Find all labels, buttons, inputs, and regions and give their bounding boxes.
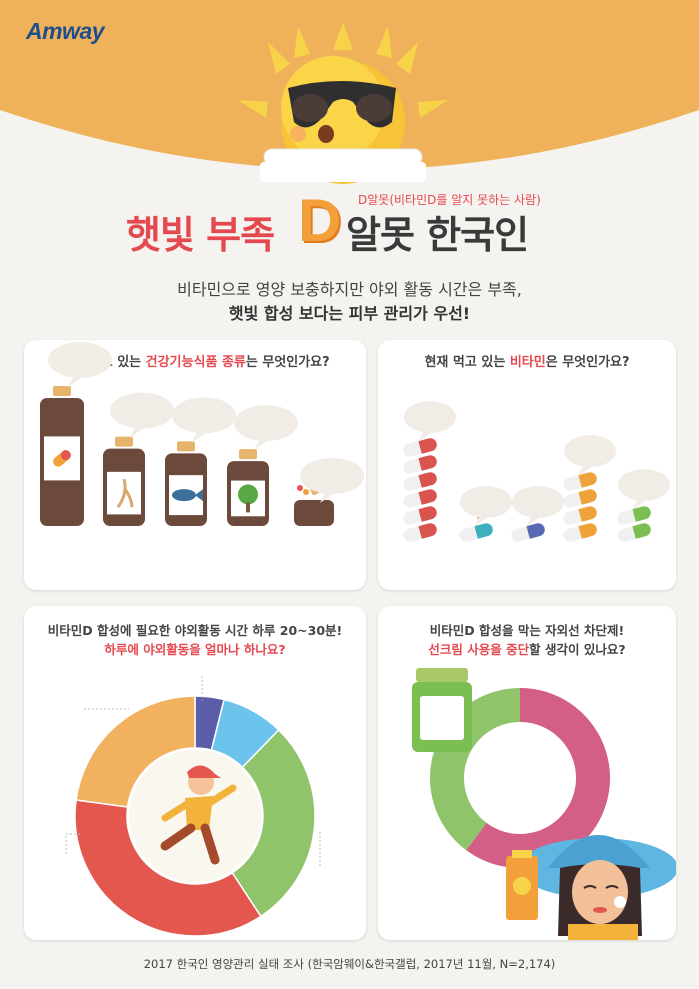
panel-outdoor-question-1: 비타민D 합성에 필요한 야외활동 시간 하루 20~30분! (47, 623, 343, 638)
pill-icon (563, 472, 597, 491)
subtitle-2: 햇빛 합성 보다는 피부 관리가 우선! (228, 304, 471, 323)
panel-outdoor: 비타민D 합성에 필요한 야외활동 시간 하루 20~30분! 하루에 야외활동… (24, 606, 366, 940)
title-d: D (298, 187, 342, 254)
pill-icon (403, 472, 437, 491)
panel-supplements: 현재 먹고 있는 건강기능식품 종류는 무엇인가요? (24, 340, 366, 590)
title-right: 알못 한국인 (346, 213, 529, 257)
vitamin-bar (403, 438, 437, 542)
pill-icon (563, 523, 597, 542)
footer-source: 2017 한국인 영양관리 실태 조사 (한국암웨이&한국갤럽, 2017년 1… (143, 957, 556, 971)
donut-slice (74, 799, 262, 937)
supplement-bar (103, 436, 145, 526)
value-bubble (172, 397, 236, 443)
vitamin-bar (459, 509, 493, 542)
supplement-bar (165, 441, 207, 526)
pill-icon (403, 455, 437, 474)
ginseng-icon (116, 478, 134, 508)
pill-icon (403, 438, 437, 457)
supplement-bar (227, 449, 269, 526)
title-left: 햇빛 부족 (126, 213, 275, 257)
woman-with-sunhat-icon (518, 835, 676, 940)
value-bubble (300, 457, 364, 503)
pill-icon (403, 489, 437, 508)
sunscreen-tube-icon (506, 850, 538, 920)
value-bubble (512, 486, 564, 527)
donut-slice (231, 728, 316, 918)
panel-sunscreen-question-2: 선크림 사용을 중단할 생각이 있나요? (428, 642, 626, 657)
runner-icon (160, 765, 237, 865)
panel-outdoor-question-2: 하루에 야외활동을 얼마나 하나요? (104, 642, 286, 657)
value-bubble (110, 392, 174, 438)
panel-vitamins: 현재 먹고 있는 비타민은 무엇인가요? (378, 340, 676, 590)
value-bubble (564, 435, 616, 476)
value-bubble (460, 486, 512, 527)
pill-icon (511, 523, 545, 542)
vitamins-chart (403, 401, 670, 542)
pill-icon (617, 506, 651, 525)
amway-logo: Amway (26, 18, 105, 44)
pill-icon (403, 506, 437, 525)
sun-mascot-icon (238, 22, 448, 184)
value-bubble (404, 401, 456, 442)
donut-slice (466, 688, 610, 868)
pill-icon (563, 506, 597, 525)
leader-lines (65, 676, 321, 868)
sunscreen-donut-chart (412, 668, 676, 940)
vitamin-bar (511, 523, 545, 542)
vitamin-d-jar-icon (412, 668, 472, 752)
value-bubble (48, 342, 112, 387)
vitamin-bar (617, 506, 651, 542)
tree-icon (238, 484, 258, 513)
pill-icon (459, 523, 493, 542)
supplements-chart (40, 342, 364, 526)
pill-icon (617, 523, 651, 542)
donut-slice (75, 695, 196, 808)
supplement-bar (40, 386, 84, 526)
vitamin-bar (563, 472, 597, 542)
outdoor-donut-chart (65, 676, 321, 937)
subtitle-1: 비타민으로 영양 보충하지만 야외 활동 시간은 부족, (177, 280, 522, 299)
pill-icon (563, 489, 597, 508)
panel-sunscreen: 비타민D 합성을 막는 자외선 차단제! 선크림 사용을 중단할 생각이 있나요… (378, 606, 676, 940)
pill-icon (403, 523, 437, 542)
capsule-icon (53, 450, 71, 467)
panel-vitamins-question: 현재 먹고 있는 비타민은 무엇인가요? (424, 355, 630, 370)
value-bubble (618, 469, 670, 510)
value-bubble (234, 405, 298, 451)
fish-icon (172, 489, 203, 502)
panel-sunscreen-question-1: 비타민D 합성을 막는 자외선 차단제! (429, 623, 625, 638)
title-tag: D알못(비타민D를 알지 못하는 사람) (358, 193, 541, 207)
